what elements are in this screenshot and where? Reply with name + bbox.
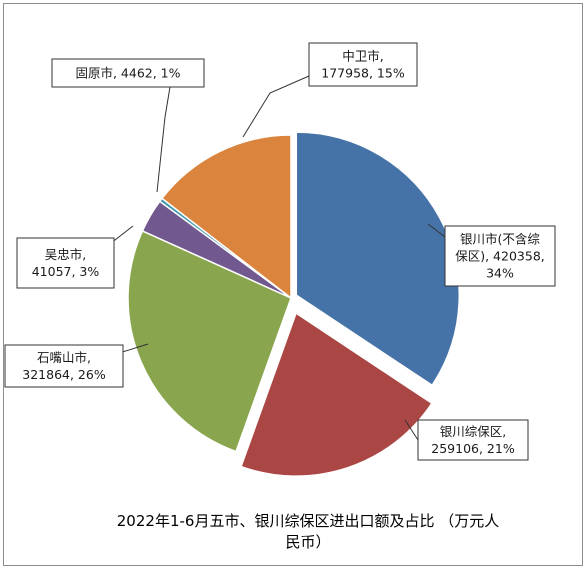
slice-label-text-2: 259106, 21% xyxy=(431,441,515,456)
pie-slice-6 xyxy=(160,134,292,300)
slice-label-text-3: 321864, 26% xyxy=(22,367,106,382)
label-leader-line-6 xyxy=(242,75,310,138)
label-leader-line-5 xyxy=(156,86,171,193)
slice-label-text-4: 41057, 3% xyxy=(32,264,100,279)
slice-label-text-1: 保区), 420358, xyxy=(455,249,545,264)
pie-slice-3 xyxy=(127,229,292,453)
slice-label-box-5 xyxy=(51,58,205,88)
slice-label-text-1: 34% xyxy=(486,266,514,281)
slice-label-box-1 xyxy=(444,225,556,287)
slice-label-box-2 xyxy=(417,419,529,461)
slice-label-text-6: 177958, 15% xyxy=(321,66,405,81)
slice-label-box-6 xyxy=(308,42,418,87)
pie-slice-1 xyxy=(295,131,461,387)
pie-slices xyxy=(127,131,461,477)
slice-label-text-3: 石嘴山市, xyxy=(37,350,91,365)
label-leader-line-1 xyxy=(427,223,446,238)
slice-label-text-2: 银川综保区, xyxy=(440,424,506,439)
slice-label-text-1: 银川市(不含综 xyxy=(460,232,540,247)
slice-label-box-4 xyxy=(16,237,115,289)
slice-label-text-4: 吴忠市, xyxy=(45,247,86,262)
label-leader-line-2 xyxy=(404,419,419,441)
slice-label-box-3 xyxy=(4,344,124,388)
slice-label-text-5: 固原市, 4462, 1% xyxy=(75,66,180,81)
chart-title-line-2: 民币） xyxy=(285,533,330,551)
chart-title-line-1: 2022年1-6月五市、银川综保区进出口额及占比 （万元人 xyxy=(117,512,499,530)
slice-label-text-6: 中卫市, xyxy=(342,49,383,64)
